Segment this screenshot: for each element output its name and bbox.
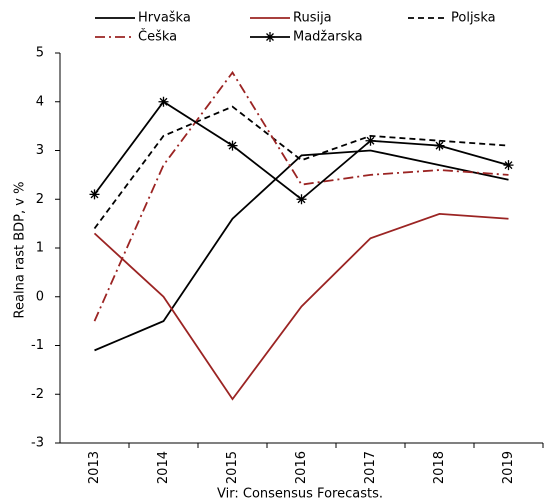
marker — [227, 140, 238, 151]
x-tick-label: 2015 — [225, 451, 240, 484]
x-tick-label: 2017 — [363, 451, 378, 484]
legend-label: Rusija — [293, 11, 332, 26]
x-tick-label: 2019 — [501, 451, 516, 484]
x-tick-label: 2014 — [156, 451, 171, 484]
x-tick-label: 2016 — [294, 451, 309, 484]
series-line — [93, 212, 509, 401]
marker — [265, 32, 275, 42]
source: Vir: Consensus Forecasts. — [217, 487, 383, 502]
y-tick-label: 2 — [36, 192, 44, 207]
y-tick-label: 4 — [36, 94, 44, 109]
series-line — [93, 105, 509, 230]
y-tick-label: 0 — [36, 289, 44, 304]
y-tick-label: 5 — [36, 46, 44, 61]
y-tick-label: -2 — [31, 387, 44, 402]
y-tick-label: 1 — [36, 241, 44, 256]
y-tick-label: -3 — [31, 436, 44, 451]
series-line — [94, 149, 509, 352]
legend-label: Poljska — [451, 11, 496, 26]
x-tick-label: 2013 — [87, 451, 102, 484]
legend-label: Madžarska — [293, 30, 363, 45]
legend-label: Hrvaška — [138, 11, 191, 26]
x-tick-label: 2018 — [432, 451, 447, 484]
series-line — [93, 100, 509, 201]
marker — [503, 160, 514, 171]
marker — [296, 194, 307, 205]
y-tick-label: -1 — [31, 338, 44, 353]
legend-label: Češka — [138, 29, 177, 45]
marker — [89, 189, 100, 200]
y-axis-label: Realna rast BDP, v % — [13, 182, 28, 319]
marker — [365, 135, 376, 146]
marker — [434, 140, 445, 151]
y-tick-label: 3 — [36, 143, 44, 158]
marker — [158, 96, 169, 107]
